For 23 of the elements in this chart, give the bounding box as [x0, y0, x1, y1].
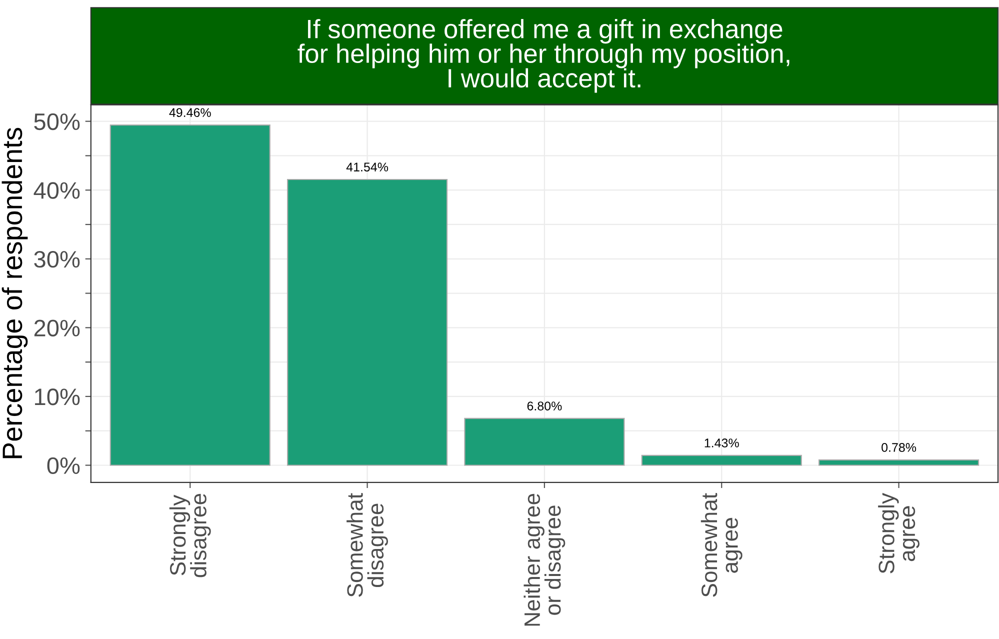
bar	[641, 454, 802, 466]
bar	[818, 459, 980, 466]
bar	[287, 178, 448, 466]
y-tick-label: 10%	[35, 388, 80, 406]
y-tick-label: 0%	[47, 457, 80, 474]
bar	[110, 124, 270, 466]
y-tick-label: 20%	[34, 320, 80, 336]
data-label: 0.78%	[882, 443, 916, 452]
data-label: 49.46%	[169, 108, 211, 117]
y-tick-label: 50%	[34, 113, 80, 130]
x-tick-label: Neither agree or disagree	[524, 494, 566, 626]
x-tick-label: Strongly disagree	[169, 494, 211, 578]
y-tick-label: 30%	[34, 250, 80, 268]
y-tick-label: 40%	[34, 182, 80, 199]
x-tick-label: Somewhat agree	[700, 493, 742, 597]
x-tick-label: Strongly agree	[878, 492, 920, 574]
data-label: 1.43%	[704, 438, 739, 448]
y-axis-title: Percentage of respondents	[2, 128, 28, 458]
bar	[464, 418, 625, 466]
data-label: 6.80%	[527, 402, 562, 410]
chart-title: If someone offered me a gift in exchange for helping him or her through my position, I would accept it.	[298, 19, 790, 93]
x-tick-label: Somewhat disagree	[346, 493, 388, 597]
data-label: 41.54%	[346, 162, 388, 172]
